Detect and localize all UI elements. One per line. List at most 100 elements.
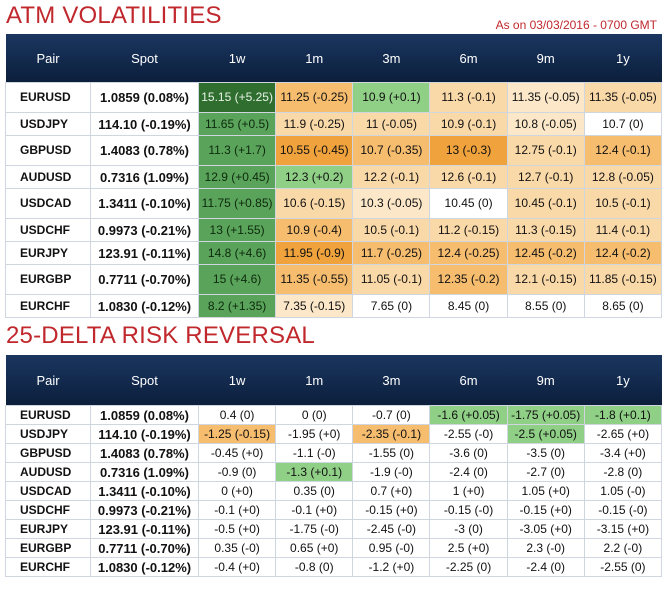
header-1y: 1y <box>584 34 662 83</box>
vol-cell: 13 (-0.3) <box>429 135 508 166</box>
vol-cell: 12.2 (-0.1) <box>352 165 431 189</box>
header-9m: 9m <box>507 34 585 83</box>
rr-cell: -2.35 (-0.1) <box>352 424 431 444</box>
spot-cell: 0.7711 (-0.70%) <box>90 538 199 558</box>
spot-cell: 0.9973 (-0.21%) <box>90 500 199 520</box>
header-3m: 3m <box>352 355 430 406</box>
vol-cell: 12.35 (-0.2) <box>429 264 508 295</box>
vol-cell: 10.9 (+0.1) <box>352 82 431 113</box>
rr-cell: 0.65 (+0) <box>275 538 354 558</box>
table-row: EURCHF 1.0830 (-0.12%) -0.4 (+0) -0.8 (0… <box>5 557 663 577</box>
header-6m: 6m <box>429 355 508 406</box>
rr-cell: -2.25 (0) <box>429 557 508 577</box>
spot-cell: 123.91 (-0.11%) <box>90 519 199 539</box>
vol-cell: 10.7 (-0.35) <box>352 135 431 166</box>
rr-cell: -1.9 (-0) <box>352 462 431 482</box>
vol-cell: 11.4 (-0.1) <box>583 218 663 242</box>
vol-cell: 11.3 (-0.15) <box>506 218 585 242</box>
rr-cell: -0.15 (+0) <box>352 500 431 520</box>
vol-cell: 8.2 (+1.35) <box>197 294 277 318</box>
table-row: AUDUSD 0.7316 (1.09%) -0.9 (0) -1.3 (+0.… <box>5 462 663 482</box>
vol-cell: 12.6 (-0.1) <box>429 165 508 189</box>
table-row: USDJPY 114.10 (-0.19%) 11.65 (+0.5) 11.9… <box>5 112 663 136</box>
pair-cell: EURCHF <box>5 294 91 318</box>
vol-header-row: Pair Spot 1w 1m 3m 6m 9m 1y <box>5 34 662 83</box>
rr-cell: 0 (+0) <box>197 481 277 501</box>
pair-cell: USDJPY <box>5 112 91 136</box>
vol-cell: 11.3 (+1.7) <box>197 135 277 166</box>
vol-cell: 12.1 (-0.15) <box>506 264 585 295</box>
vol-cell: 11.65 (+0.5) <box>197 112 277 136</box>
spot-cell: 114.10 (-0.19%) <box>90 112 199 136</box>
vol-cell: 11 (-0.05) <box>352 112 431 136</box>
vol-cell: 11.95 (-0.9) <box>275 241 354 265</box>
rr-cell: -0.9 (0) <box>197 462 277 482</box>
rr-cell: -3.4 (+0) <box>583 443 663 463</box>
vol-cell: 11.9 (-0.25) <box>275 112 354 136</box>
table-row: EURUSD 1.0859 (0.08%) 0.4 (0) 0 (0) -0.7… <box>5 405 663 425</box>
spot-cell: 1.0830 (-0.12%) <box>90 294 199 318</box>
rr-cell: 1.05 (+0) <box>506 481 585 501</box>
rr-cell: -1.75 (+0.05) <box>506 405 585 425</box>
spot-cell: 1.3411 (-0.10%) <box>90 188 199 219</box>
vol-cell: 11.75 (+0.85) <box>197 188 277 219</box>
pair-cell: AUDUSD <box>5 462 91 482</box>
rr-cell: -2.8 (0) <box>583 462 663 482</box>
vol-cell: 12.75 (-0.1) <box>506 135 585 166</box>
rr-cell: -3.05 (+0) <box>506 519 585 539</box>
vol-cell: 12.7 (-0.1) <box>506 165 585 189</box>
table-row: GBPUSD 1.4083 (0.78%) 11.3 (+1.7) 10.55 … <box>5 135 663 166</box>
rr-cell: -0.1 (+0) <box>197 500 277 520</box>
vol-cell: 10.45 (-0.1) <box>506 188 585 219</box>
pair-cell: AUDUSD <box>5 165 91 189</box>
header-spot: Spot <box>90 34 199 83</box>
vol-cell: 10.45 (0) <box>429 188 508 219</box>
pair-cell: USDCHF <box>5 218 91 242</box>
risk-reversal-title: 25-DELTA RISK REVERSAL <box>6 322 315 349</box>
vol-cell: 7.35 (-0.15) <box>275 294 354 318</box>
rr-cell: 0.7 (+0) <box>352 481 431 501</box>
rr-cell: -1.2 (+0) <box>352 557 431 577</box>
rr-cell: -2.4 (0) <box>506 557 585 577</box>
header-1m: 1m <box>275 355 353 406</box>
rr-cell: -1.95 (+0) <box>275 424 354 444</box>
vol-cell: 11.85 (-0.15) <box>583 264 663 295</box>
spot-cell: 0.7316 (1.09%) <box>90 165 199 189</box>
vol-cell: 11.25 (-0.25) <box>275 82 354 113</box>
spot-cell: 114.10 (-0.19%) <box>90 424 199 444</box>
pair-cell: USDCAD <box>5 188 91 219</box>
rr-cell: 2.2 (-0) <box>583 538 663 558</box>
table-row: GBPUSD 1.4083 (0.78%) -0.45 (+0) -1.1 (-… <box>5 443 663 463</box>
spot-cell: 1.0859 (0.08%) <box>90 82 199 113</box>
vol-cell: 11.7 (-0.25) <box>352 241 431 265</box>
rr-cell: 0.35 (-0) <box>197 538 277 558</box>
vol-cell: 15 (+4.6) <box>197 264 277 295</box>
header-1y: 1y <box>584 355 662 406</box>
as-of-date: As on 03/03/2016 - 0700 GMT <box>495 18 657 32</box>
vol-cell: 10.5 (-0.1) <box>352 218 431 242</box>
vol-cell: 12.9 (+0.45) <box>197 165 277 189</box>
vol-cell: 14.8 (+4.6) <box>197 241 277 265</box>
header-pair: Pair <box>5 355 91 406</box>
spot-cell: 1.4083 (0.78%) <box>90 135 199 166</box>
spot-cell: 0.9973 (-0.21%) <box>90 218 199 242</box>
table-row: USDCHF 0.9973 (-0.21%) 13 (+1.55) 10.9 (… <box>5 218 663 242</box>
rr-header-row: Pair Spot 1w 1m 3m 6m 9m 1y <box>5 355 662 406</box>
rr-cell: 2.5 (+0) <box>429 538 508 558</box>
vol-cell: 7.65 (0) <box>352 294 431 318</box>
rr-cell: -3 (0) <box>429 519 508 539</box>
pair-cell: EURGBP <box>5 264 91 295</box>
pair-cell: USDCHF <box>5 500 91 520</box>
pair-cell: EURUSD <box>5 82 91 113</box>
rr-cell: -2.55 (-0) <box>429 424 508 444</box>
pair-cell: EURCHF <box>5 557 91 577</box>
pair-cell: GBPUSD <box>5 135 91 166</box>
header-pair: Pair <box>5 34 91 83</box>
pair-cell: EURGBP <box>5 538 91 558</box>
table-row: EURJPY 123.91 (-0.11%) 14.8 (+4.6) 11.95… <box>5 241 663 265</box>
header-6m: 6m <box>429 34 508 83</box>
vol-cell: 10.5 (-0.1) <box>583 188 663 219</box>
pair-cell: EURJPY <box>5 519 91 539</box>
vol-cell: 12.4 (-0.25) <box>429 241 508 265</box>
rr-cell: -2.45 (-0) <box>352 519 431 539</box>
